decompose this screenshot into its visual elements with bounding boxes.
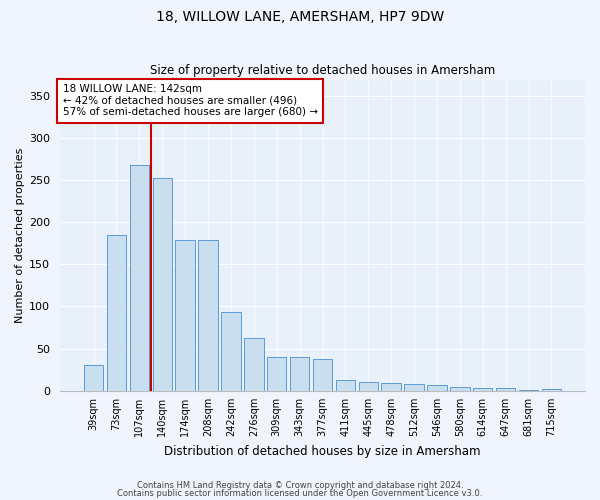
Bar [382,383,401,390]
Bar [427,384,446,390]
Bar [107,235,126,390]
Title: Size of property relative to detached houses in Amersham: Size of property relative to detached ho… [150,64,495,77]
Bar [313,358,332,390]
Text: 18, WILLOW LANE, AMERSHAM, HP7 9DW: 18, WILLOW LANE, AMERSHAM, HP7 9DW [156,10,444,24]
Bar [152,178,172,390]
Text: Contains public sector information licensed under the Open Government Licence v3: Contains public sector information licen… [118,488,482,498]
Bar [244,338,263,390]
Text: 18 WILLOW LANE: 142sqm
← 42% of detached houses are smaller (496)
57% of semi-de: 18 WILLOW LANE: 142sqm ← 42% of detached… [62,84,317,117]
Bar [130,166,149,390]
Bar [542,389,561,390]
Bar [335,380,355,390]
Bar [199,240,218,390]
Bar [267,357,286,390]
Bar [290,357,310,390]
X-axis label: Distribution of detached houses by size in Amersham: Distribution of detached houses by size … [164,444,481,458]
Y-axis label: Number of detached properties: Number of detached properties [15,148,25,322]
Text: Contains HM Land Registry data © Crown copyright and database right 2024.: Contains HM Land Registry data © Crown c… [137,481,463,490]
Bar [221,312,241,390]
Bar [496,388,515,390]
Bar [175,240,195,390]
Bar [359,382,378,390]
Bar [84,366,103,390]
Bar [404,384,424,390]
Bar [473,388,493,390]
Bar [450,387,470,390]
